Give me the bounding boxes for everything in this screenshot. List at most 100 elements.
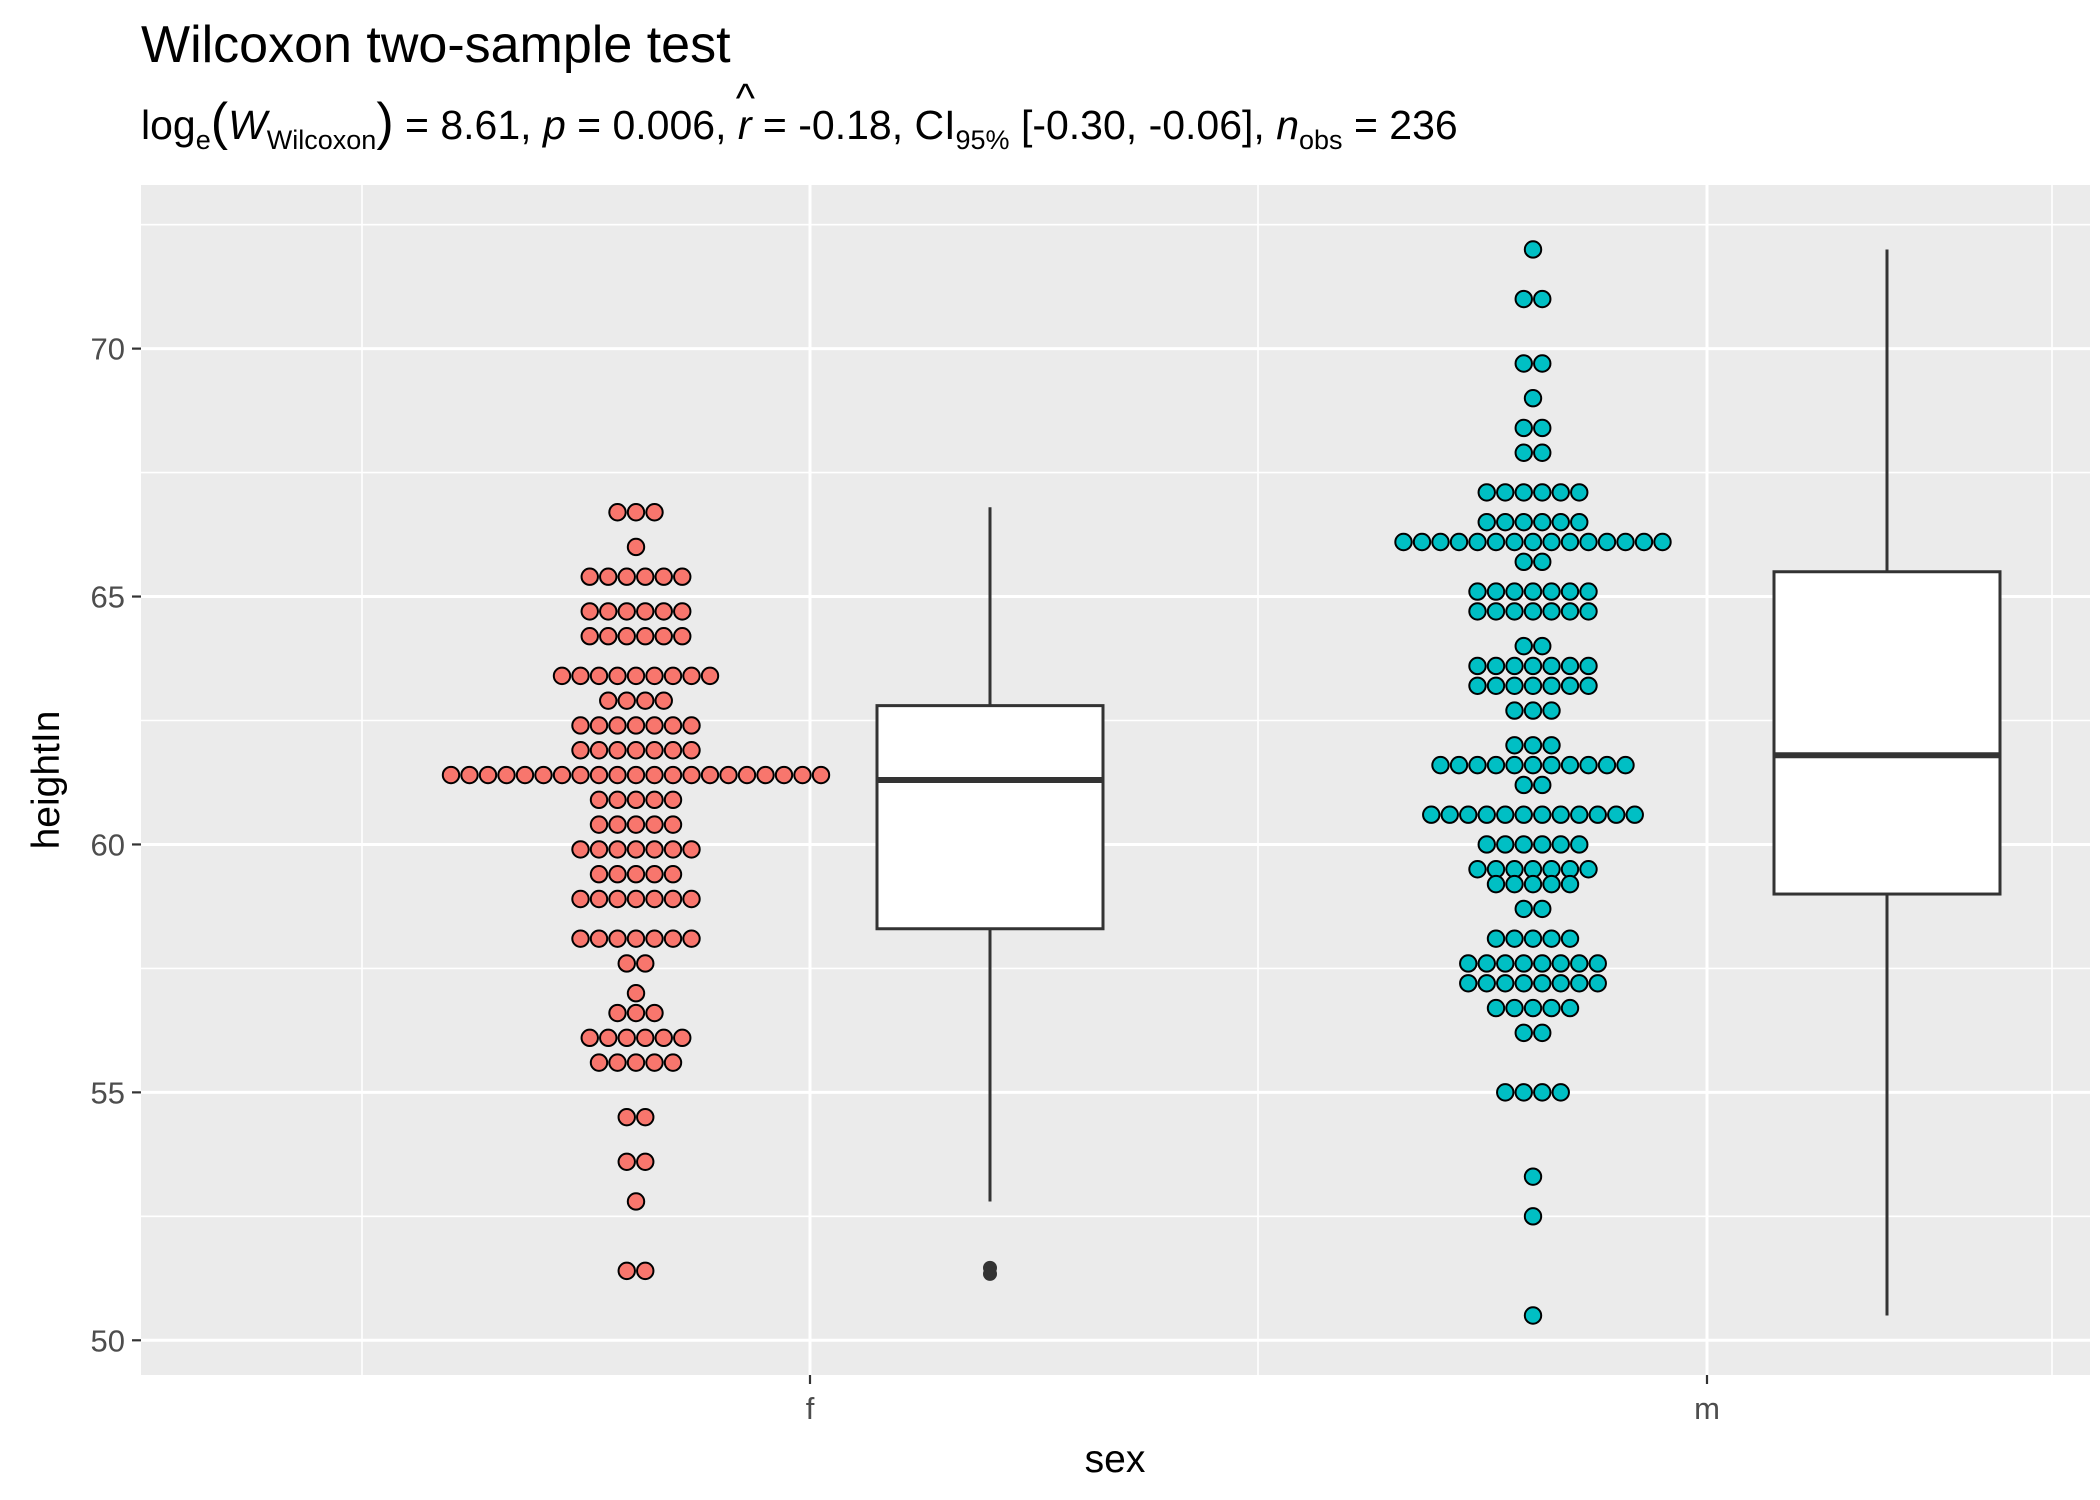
dot-point-f <box>654 567 673 586</box>
dot-point-m <box>1560 582 1580 601</box>
dot-point-m <box>1468 755 1487 775</box>
dot-point-m <box>1551 1083 1570 1102</box>
dot-point-m <box>1570 954 1589 973</box>
y-tick-label: 65 <box>91 580 125 615</box>
dot-point-m <box>1523 676 1543 695</box>
dot-point-f <box>617 1152 636 1171</box>
dot-point-f <box>626 929 646 948</box>
dot-point-m <box>1560 602 1580 621</box>
dot-point-m <box>1496 805 1515 824</box>
dot-point-f <box>663 1053 683 1072</box>
dot-point-f <box>626 716 646 735</box>
dot-point-m <box>1523 736 1543 755</box>
subtitle-paren-open: ( <box>211 93 229 151</box>
y-tick-label: 70 <box>91 332 125 367</box>
dot-point-f <box>673 567 692 586</box>
dot-point-f <box>589 790 609 810</box>
dot-point-m <box>1533 805 1552 824</box>
dot-point-m <box>1533 835 1552 854</box>
dot-point-f <box>460 765 479 785</box>
dot-point-m <box>1533 443 1552 462</box>
dot-point-m <box>1422 805 1441 824</box>
dot-point-m <box>1523 874 1543 894</box>
subtitle-p-value: = 0.006, <box>566 102 738 148</box>
dot-point-m <box>1570 483 1589 502</box>
dot-point-f <box>626 666 646 686</box>
dot-point-m <box>1523 998 1543 1018</box>
y-axis: 50 55 60 65 70 <box>91 332 141 1358</box>
dot-point-f <box>580 1028 599 1048</box>
dot-point-m <box>1459 974 1478 993</box>
dot-point-f <box>626 889 646 909</box>
dot-point-f <box>654 627 673 646</box>
dot-point-m <box>1431 755 1450 775</box>
dot-point-m <box>1523 1207 1543 1226</box>
dot-point-m <box>1486 676 1506 695</box>
dot-point-f <box>497 765 516 785</box>
dot-point-m <box>1514 974 1533 993</box>
dot-point-f <box>580 567 599 586</box>
subtitle-r-symbol: r <box>738 102 754 148</box>
dot-point-f <box>626 1003 646 1023</box>
dot-point-f <box>608 1053 627 1072</box>
dot-point-m <box>1514 418 1533 438</box>
dot-point-f <box>636 627 655 646</box>
dot-point-m <box>1496 483 1515 502</box>
dot-point-m <box>1468 532 1487 552</box>
dot-point-m <box>1542 656 1561 676</box>
dot-point-f <box>552 765 572 785</box>
dot-point-m <box>1505 602 1524 621</box>
dot-point-f <box>756 765 775 785</box>
dot-point-m <box>1542 755 1561 775</box>
dot-point-m <box>1514 775 1533 795</box>
subtitle-p-symbol: p <box>541 102 566 148</box>
dot-point-f <box>663 865 683 884</box>
dot-point-m <box>1579 602 1598 621</box>
dot-point-f <box>626 790 646 810</box>
dot-point-f <box>673 602 692 621</box>
dot-point-m <box>1533 1023 1552 1043</box>
dot-point-f <box>654 1028 673 1048</box>
dot-point-f <box>617 567 636 586</box>
dot-point-m <box>1468 602 1487 621</box>
dot-point-m <box>1505 582 1524 601</box>
dot-point-f <box>774 765 794 785</box>
dot-point-f <box>645 1003 664 1023</box>
dot-point-m <box>1653 532 1672 552</box>
dot-point-m <box>1514 899 1533 919</box>
dot-point-m <box>1514 483 1533 502</box>
dot-point-f <box>663 765 683 785</box>
dot-point-f <box>608 865 627 884</box>
dot-point-f <box>571 889 590 909</box>
dot-point-m <box>1542 582 1561 601</box>
dot-point-f <box>571 741 590 760</box>
dot-point-m <box>1579 656 1598 676</box>
dot-point-f <box>636 1028 655 1048</box>
dot-point-f <box>654 691 673 710</box>
dot-point-m <box>1533 775 1552 795</box>
dot-point-f <box>589 765 609 785</box>
dot-point-f <box>626 865 646 884</box>
dot-point-m <box>1496 512 1515 532</box>
dot-point-m <box>1542 676 1561 695</box>
dot-point-m <box>1486 874 1506 894</box>
dot-point-m <box>1560 676 1580 695</box>
dot-point-m <box>1505 755 1524 775</box>
dot-point-f <box>515 765 535 785</box>
dot-point-f <box>682 765 701 785</box>
dot-point-f <box>645 815 664 834</box>
dot-point-m <box>1486 582 1506 601</box>
dot-point-f <box>608 716 627 735</box>
dot-point-f <box>654 602 673 621</box>
dot-point-f <box>626 1192 646 1211</box>
dot-point-m <box>1486 998 1506 1018</box>
dot-point-m <box>1514 512 1533 532</box>
dot-point-f <box>608 840 627 859</box>
subtitle-effect-value: = -0.18, CI <box>752 102 956 148</box>
dot-point-m <box>1514 636 1533 656</box>
dot-point-m <box>1542 929 1561 948</box>
dot-point-m <box>1542 701 1561 720</box>
dot-point-m <box>1560 929 1580 948</box>
dot-point-f <box>608 929 627 948</box>
